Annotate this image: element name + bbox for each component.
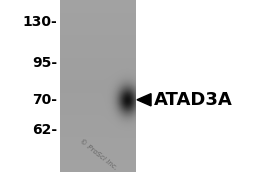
Text: 130-: 130- xyxy=(23,15,58,29)
Text: 95-: 95- xyxy=(33,56,58,70)
Text: 62-: 62- xyxy=(33,123,58,137)
Text: 70-: 70- xyxy=(33,93,58,107)
Text: ATAD3A: ATAD3A xyxy=(154,91,232,109)
Polygon shape xyxy=(137,94,151,106)
Text: © ProSci Inc.: © ProSci Inc. xyxy=(79,138,119,171)
